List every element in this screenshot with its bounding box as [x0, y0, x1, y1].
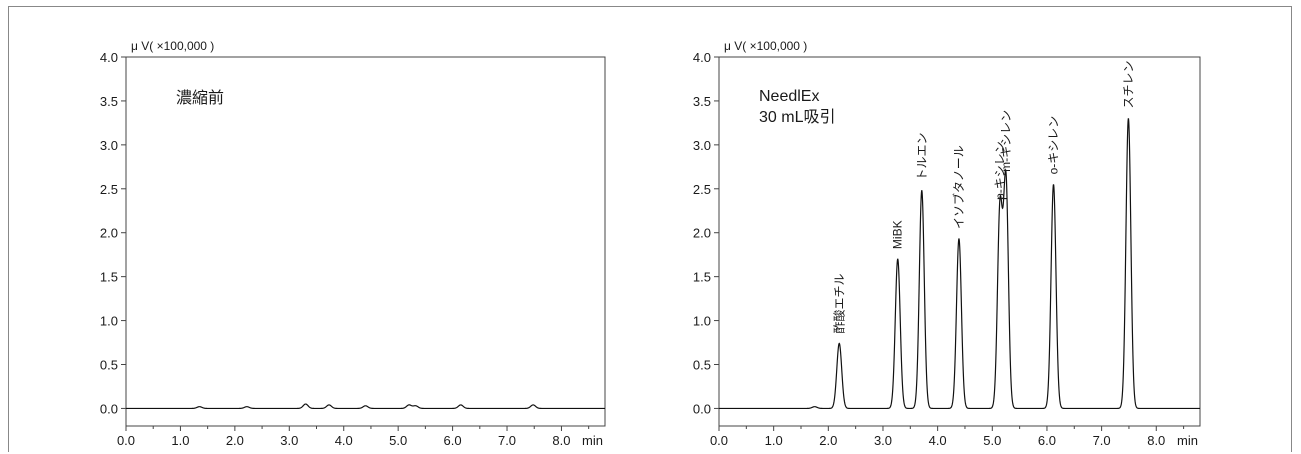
y-tick-label: 0.0	[693, 401, 711, 416]
y-tick-label: 1.0	[100, 314, 118, 329]
sample-annotation: NeedlEx	[759, 88, 819, 105]
x-unit-label: min	[582, 433, 603, 448]
x-tick-label: 1.0	[765, 433, 783, 448]
x-tick-label: 3.0	[874, 433, 892, 448]
sample-annotation: 濃縮前	[176, 89, 224, 107]
x-tick-label: 8.0	[552, 433, 570, 448]
y-unit-label: μ V( ×100,000 )	[131, 39, 214, 53]
y-tick-label: 0.5	[100, 358, 118, 373]
x-tick-label: 7.0	[498, 433, 516, 448]
y-tick-label: 4.0	[100, 50, 118, 65]
y-tick-label: 2.0	[693, 226, 711, 241]
x-tick-label: 0.0	[117, 433, 135, 448]
chromatogram-panel-2: μ V( ×100,000 ) 0.0 0.5 1.0 1.5 2.0 2.5 3.0 3.5 4…	[693, 39, 1201, 448]
y-tick-label: 4.0	[693, 50, 711, 65]
y-tick-label: 3.0	[100, 138, 118, 153]
peak-label: 酢酸エチル	[831, 273, 846, 333]
y-tick-label: 0.0	[100, 401, 118, 416]
y-unit-label: μ V( ×100,000 )	[724, 39, 807, 53]
y-tick-label: 2.0	[100, 226, 118, 241]
y-tick-label: 3.5	[693, 94, 711, 109]
y-tick-label: 2.5	[693, 182, 711, 197]
x-tick-label: 5.0	[983, 433, 1001, 448]
peak-label: MiBK	[891, 220, 905, 249]
y-tick-label: 1.5	[693, 270, 711, 285]
x-tick-label: 0.0	[710, 433, 728, 448]
chromatogram-trace	[719, 118, 1200, 410]
y-tick-label: 2.5	[100, 182, 118, 197]
x-tick-label: 7.0	[1093, 433, 1111, 448]
x-tick-label: 6.0	[444, 433, 462, 448]
figure-border	[8, 6, 1292, 452]
plot-area-frame	[718, 56, 1201, 427]
plot-area-frame	[125, 56, 606, 427]
y-tick-label: 3.5	[100, 94, 118, 109]
x-tick-label: 4.0	[929, 433, 947, 448]
y-tick-label: 1.0	[693, 314, 711, 329]
sample-annotation: 30 mL吸引	[759, 108, 835, 126]
x-tick-label: 2.0	[819, 433, 837, 448]
x-tick-label: 2.0	[226, 433, 244, 448]
y-tick-label: 1.5	[100, 270, 118, 285]
x-tick-label: 4.0	[335, 433, 353, 448]
y-tick-label: 3.0	[693, 138, 711, 153]
chromatogram-trace	[126, 403, 605, 410]
x-tick-label: 5.0	[389, 433, 407, 448]
x-tick-label: 3.0	[280, 433, 298, 448]
peak-label: スチレン	[1121, 60, 1135, 108]
x-tick-label: 8.0	[1147, 433, 1165, 448]
peak-label: m-キシレン	[999, 110, 1013, 172]
y-tick-label: 0.5	[693, 358, 711, 373]
x-tick-label: 6.0	[1038, 433, 1056, 448]
peak-label: o-キシレン	[1046, 116, 1060, 175]
x-unit-label: min	[1177, 433, 1198, 448]
peak-label: p-キシレン	[993, 141, 1007, 200]
peak-label: イソブタノール	[951, 145, 966, 229]
x-tick-label: 1.0	[171, 433, 189, 448]
peak-label: トルエン	[915, 132, 929, 180]
chromatogram-panel-1: μ V( ×100,000 ) 0.0 0.5 1.0 1.5 2.0 2.5 3.0 3.5 4…	[100, 39, 606, 448]
